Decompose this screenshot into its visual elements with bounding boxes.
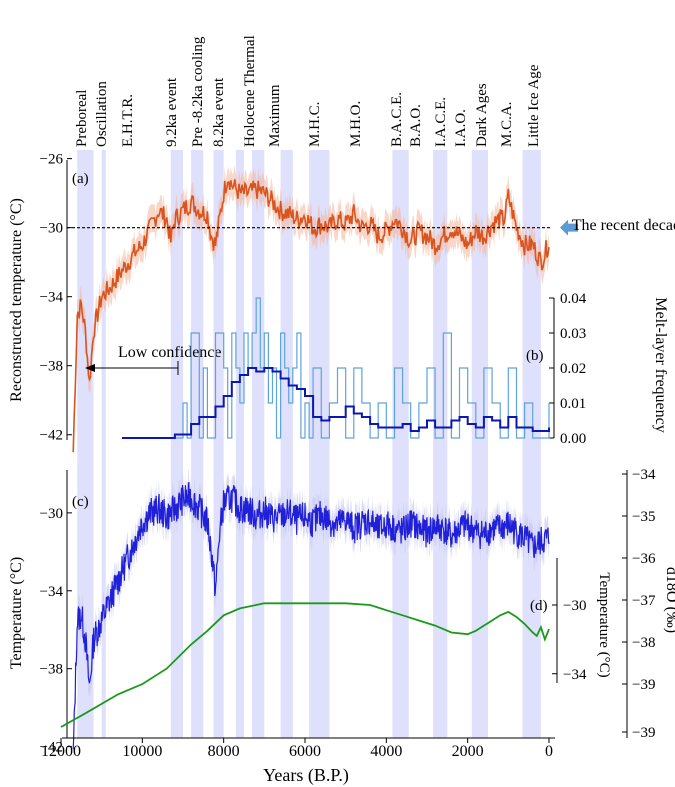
panel-a: −26 −30 −34 −38 −42 (a) Reconstructed temper…	[8, 152, 675, 466]
panel-d-ylabel: Temperature (°C)	[596, 572, 612, 677]
panel-a-ticks: −26 −30 −34 −38 −42	[40, 152, 72, 444]
event-label-10: B.A.C.E.	[389, 92, 405, 147]
d18o-tick-label: −34	[632, 467, 656, 483]
event-label-5: 8.2ka event	[211, 77, 227, 147]
event-band-1	[101, 150, 106, 738]
panel-d: −30 −34 (d) Temperature (°C)	[60, 558, 612, 728]
panel-a-uncertainty-band	[73, 165, 549, 466]
x-ticks: 12000 10000 8000 6000 4000 2000 0	[41, 738, 553, 760]
event-band-11	[471, 150, 488, 738]
d18o-ticks: −34 −35 −36 −37 −38 −39 −39	[622, 467, 656, 741]
d18o-tick-label: −35	[632, 509, 655, 525]
event-label-8: M.H.C.	[307, 102, 323, 147]
d18o-tick-label: −38	[632, 635, 655, 651]
low-confidence-annotation: Low confidence	[85, 344, 222, 375]
panel-c-label: (c)	[72, 494, 89, 510]
low-confidence-arrow-icon	[85, 364, 95, 372]
tick-label: −30	[40, 506, 63, 522]
recent-decades-arrow-icon	[560, 219, 578, 236]
tick-label: 0.03	[560, 326, 586, 342]
recent-decades-label: The recent decades	[572, 217, 675, 234]
low-confidence-label: Low confidence	[118, 344, 222, 361]
x-tick-label: 8000	[208, 743, 240, 760]
x-tick-label: 6000	[289, 743, 321, 760]
event-bands	[77, 150, 541, 738]
event-label-7: Maximum	[267, 84, 283, 147]
x-tick-label: 12000	[41, 743, 81, 760]
x-axis-label: Years (B.P.)	[263, 765, 349, 786]
tick-label: −30	[563, 598, 586, 614]
event-label-16: Little Ice Age	[526, 64, 542, 147]
event-label-15: M.C.A.	[499, 102, 515, 147]
d18o-tick-label: −37	[632, 593, 656, 609]
event-label-13: I.A.O.	[453, 109, 469, 147]
d18o-axis-label: d18O (‰)	[663, 567, 675, 633]
event-band-10	[433, 150, 448, 738]
tick-label: −42	[40, 428, 63, 444]
event-label-2: E.H.T.R.	[120, 94, 136, 147]
event-band-9	[392, 150, 409, 738]
event-band-5	[235, 150, 244, 738]
tick-label: −34	[40, 290, 64, 306]
d18o-tick-label: −39	[632, 677, 655, 693]
event-band-4	[213, 150, 224, 738]
x-tick-label: 4000	[370, 743, 402, 760]
panel-b-ylabel: Melt-layer frequency	[652, 297, 669, 432]
panel-d-label: (d)	[530, 598, 548, 614]
tick-label: −30	[40, 221, 63, 237]
event-label-9: M.H.O.	[348, 101, 364, 147]
event-label-0: Preboreal	[74, 90, 90, 147]
event-label-12: I.A.C.E.	[433, 97, 449, 147]
event-band-12	[522, 150, 541, 738]
x-tick-label: 2000	[452, 743, 484, 760]
tick-label: −38	[40, 359, 63, 375]
tick-label: 0.04	[560, 291, 587, 307]
panel-b-label: (b)	[526, 348, 544, 364]
panel-c-ylabel: Temperature (°C)	[8, 557, 25, 669]
x-tick-label: 0	[545, 743, 553, 760]
panel-d-ticks: −30 −34	[552, 598, 587, 683]
tick-label: −26	[40, 152, 64, 168]
d18o-tick-label: −39	[632, 725, 655, 741]
event-label-4: Pre -8.2ka cooling	[190, 36, 206, 147]
event-label-1: Oscillation	[94, 81, 110, 147]
tick-label: −38	[40, 662, 63, 678]
tick-label: −34	[40, 584, 64, 600]
panel-a-label: (a)	[72, 171, 89, 187]
panel-c: −30 −34 −38 −42 (c) Temperature (°C) −34 −35…	[8, 467, 675, 786]
event-label-3: 9.2ka event	[164, 77, 180, 147]
tick-label: 0.02	[560, 361, 586, 377]
event-band-2	[170, 150, 183, 738]
panel-b-raw-series	[122, 297, 550, 439]
panel-a-ylabel: Reconstructed temperature (°C)	[8, 198, 25, 402]
tick-label: 0.01	[560, 396, 586, 412]
tick-label: −34	[563, 667, 587, 683]
d18o-tick-label: −36	[632, 551, 656, 567]
tick-label: 0.00	[560, 431, 586, 447]
event-label-11: B.A.O.	[408, 104, 424, 147]
panel-c-series-line	[72, 481, 550, 750]
panel-d-series-line	[60, 602, 550, 728]
tick-label: −42	[40, 740, 63, 756]
panel-b-ticks: 0.00 0.01 0.02 0.03 0.04	[549, 291, 587, 447]
panel-b-smoothed-series	[122, 367, 550, 439]
panel-a-series-line	[72, 179, 550, 453]
event-band-3	[191, 150, 204, 738]
event-label-6: Holocene Thermal	[242, 35, 258, 147]
event-band-8	[309, 150, 330, 738]
panel-b: 0.00 0.01 0.02 0.03 0.04 (b) Melt-layer freq…	[122, 291, 669, 447]
panel-c-ticks: −30 −34 −38 −42	[40, 506, 72, 756]
event-band-7	[280, 150, 293, 738]
event-label-14: Dark Ages	[474, 83, 490, 147]
event-band-6	[252, 150, 265, 738]
event-labels: Preboreal Oscillation E.H.T.R. 9.2ka event P…	[74, 35, 542, 147]
x-tick-label: 10000	[122, 743, 162, 760]
